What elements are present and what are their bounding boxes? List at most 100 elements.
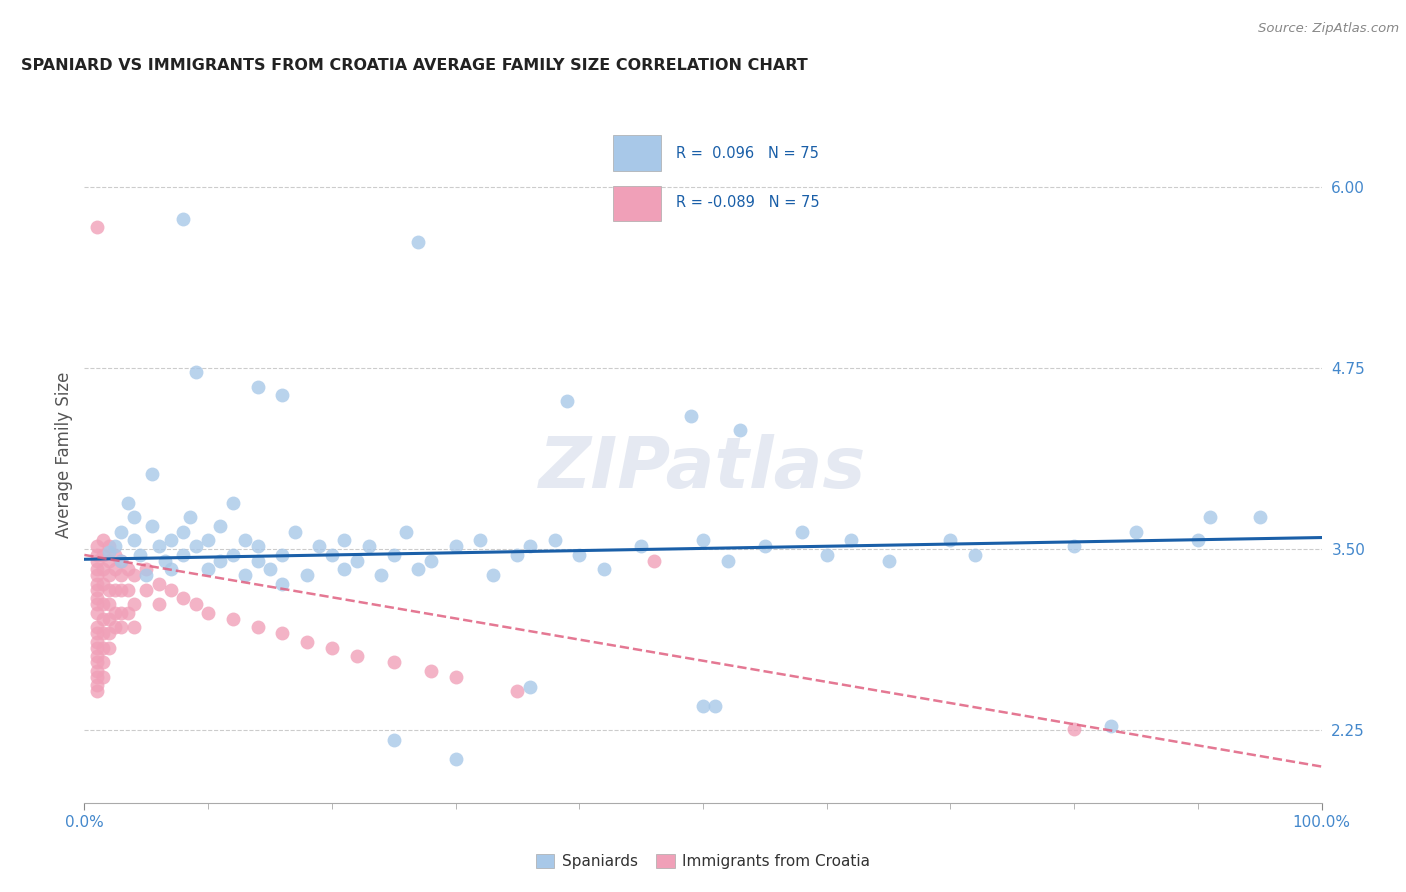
Point [197,562,219,576]
Point [519,680,541,694]
Point [98,568,121,582]
Point [98,545,121,559]
Point [965,548,987,562]
Point [333,533,356,548]
Point [543,533,565,548]
Point [481,568,503,582]
Point [91,577,114,591]
Point [91,640,114,655]
Point [91,548,114,562]
Point [91,597,114,611]
Point [370,568,392,582]
Point [86,635,108,649]
Point [382,548,405,562]
Point [86,568,108,582]
Point [110,620,132,634]
Point [444,539,467,553]
Point [717,554,740,568]
Point [129,548,152,562]
Point [271,388,294,402]
Point [382,655,405,669]
Point [172,591,194,606]
Point [117,496,139,510]
Point [877,554,900,568]
Point [135,568,157,582]
Point [630,539,652,553]
Point [246,539,269,553]
Point [419,554,441,568]
Point [321,548,343,562]
Point [1187,533,1209,548]
Point [86,562,108,576]
Point [91,655,114,669]
Point [110,568,132,582]
Point [815,548,838,562]
Point [1249,510,1271,524]
Point [122,533,145,548]
Point [86,582,108,597]
Point [98,554,121,568]
Point [1099,719,1122,733]
Point [939,533,962,548]
Point [321,640,343,655]
Point [568,548,591,562]
Point [692,533,714,548]
Point [104,606,127,620]
Point [233,533,256,548]
Point [197,533,219,548]
Point [246,380,269,394]
Point [408,562,430,576]
Point [98,612,121,626]
Point [104,582,127,597]
Point [444,670,467,684]
Point [555,394,578,409]
Point [271,577,294,591]
Point [104,548,127,562]
Point [98,640,121,655]
Point [110,606,132,620]
Point [222,612,245,626]
Point [86,606,108,620]
Point [153,554,176,568]
Y-axis label: Average Family Size: Average Family Size [55,372,73,538]
Point [197,606,219,620]
Point [86,548,108,562]
Point [122,568,145,582]
Point [141,519,163,533]
Point [160,533,183,548]
Point [117,562,139,576]
Legend: Spaniards, Immigrants from Croatia: Spaniards, Immigrants from Croatia [530,848,876,875]
Point [98,626,121,640]
Point [122,620,145,634]
Point [110,524,132,539]
Point [246,620,269,634]
Point [91,612,114,626]
Point [86,577,108,591]
Point [841,533,863,548]
Point [271,548,294,562]
Point [86,539,108,553]
Point [160,562,183,576]
Point [117,606,139,620]
Point [346,554,368,568]
Point [110,582,132,597]
Point [86,684,108,698]
Point [86,664,108,678]
Point [141,467,163,481]
Point [86,591,108,606]
Point [419,664,441,678]
Point [98,582,121,597]
Point [184,597,207,611]
Point [444,752,467,766]
Point [172,524,194,539]
Point [148,597,170,611]
Point [259,562,281,576]
Point [98,539,121,553]
Point [233,568,256,582]
Point [91,670,114,684]
Point [86,597,108,611]
Point [593,562,616,576]
Point [1199,510,1222,524]
Point [308,539,330,553]
Point [506,684,529,698]
